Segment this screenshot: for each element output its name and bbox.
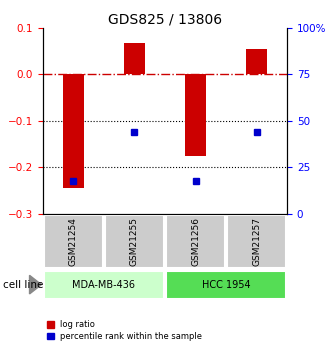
Bar <box>166 215 225 268</box>
Text: GSM21255: GSM21255 <box>130 217 139 266</box>
Bar <box>227 215 286 268</box>
Bar <box>44 270 164 298</box>
Text: GSM21256: GSM21256 <box>191 217 200 266</box>
Bar <box>124 42 145 74</box>
Text: GSM21254: GSM21254 <box>69 217 78 266</box>
Polygon shape <box>30 275 42 294</box>
Text: HCC 1954: HCC 1954 <box>202 280 250 289</box>
Legend: log ratio, percentile rank within the sample: log ratio, percentile rank within the sa… <box>47 321 202 341</box>
Text: GSM21257: GSM21257 <box>252 217 261 266</box>
Bar <box>44 215 103 268</box>
Bar <box>185 74 206 156</box>
Bar <box>105 215 164 268</box>
Text: cell line: cell line <box>3 280 44 289</box>
Text: MDA-MB-436: MDA-MB-436 <box>73 280 135 289</box>
Bar <box>63 74 84 188</box>
Bar <box>246 49 267 74</box>
Bar <box>166 270 286 298</box>
Title: GDS825 / 13806: GDS825 / 13806 <box>108 12 222 27</box>
